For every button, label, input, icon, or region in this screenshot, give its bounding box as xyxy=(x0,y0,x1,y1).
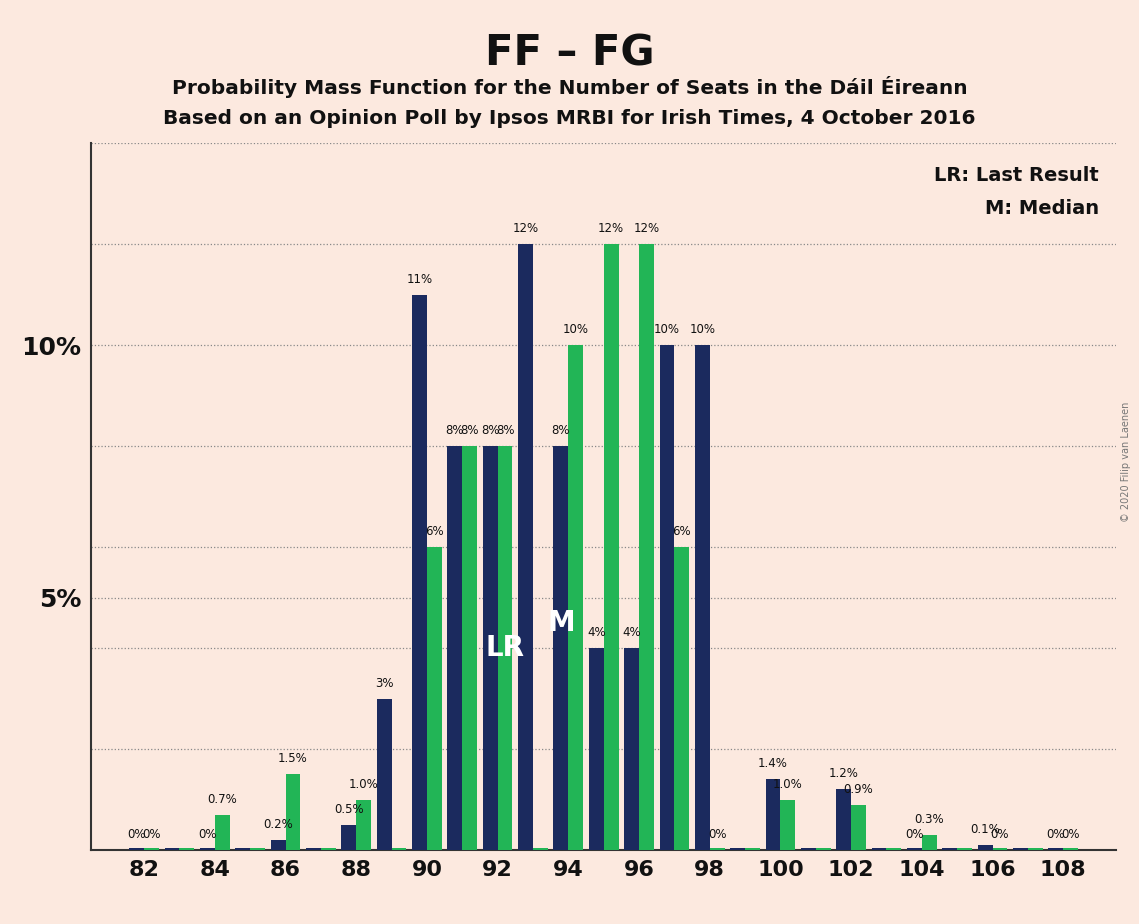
Text: 3%: 3% xyxy=(375,676,393,689)
Text: 0%: 0% xyxy=(128,828,146,841)
Bar xyxy=(589,648,604,850)
Text: 12%: 12% xyxy=(513,222,539,235)
Text: 0.1%: 0.1% xyxy=(970,823,1000,836)
Bar xyxy=(907,848,921,850)
Bar xyxy=(1048,848,1063,850)
Text: LR: Last Result: LR: Last Result xyxy=(934,166,1099,186)
Bar xyxy=(604,244,618,850)
Text: © 2020 Filip van Laenen: © 2020 Filip van Laenen xyxy=(1121,402,1131,522)
Text: 0.2%: 0.2% xyxy=(263,818,293,831)
Text: 8%: 8% xyxy=(551,424,571,437)
Text: 10%: 10% xyxy=(563,323,589,336)
Text: 8%: 8% xyxy=(460,424,480,437)
Bar xyxy=(957,848,972,850)
Text: 8%: 8% xyxy=(495,424,515,437)
Bar xyxy=(886,848,901,850)
Bar xyxy=(483,446,498,850)
Bar xyxy=(851,805,866,850)
Bar xyxy=(992,848,1007,850)
Text: 0%: 0% xyxy=(707,828,727,841)
Bar xyxy=(1063,848,1077,850)
Bar xyxy=(533,848,548,850)
Text: 11%: 11% xyxy=(407,273,433,286)
Text: 0.9%: 0.9% xyxy=(844,783,874,796)
Bar xyxy=(921,835,936,850)
Bar xyxy=(942,848,957,850)
Text: FF – FG: FF – FG xyxy=(485,32,654,74)
Bar xyxy=(286,774,301,850)
Bar xyxy=(801,848,816,850)
Text: 0%: 0% xyxy=(1047,828,1065,841)
Text: 1.0%: 1.0% xyxy=(773,777,803,791)
Text: 0%: 0% xyxy=(906,828,924,841)
Bar xyxy=(977,845,992,850)
Text: 4%: 4% xyxy=(622,626,641,639)
Bar xyxy=(498,446,513,850)
Bar xyxy=(200,848,215,850)
Bar xyxy=(836,789,851,850)
Bar xyxy=(518,244,533,850)
Text: 6%: 6% xyxy=(672,525,691,538)
Bar xyxy=(710,848,724,850)
Bar xyxy=(271,840,286,850)
Text: 1.2%: 1.2% xyxy=(829,768,859,781)
Bar xyxy=(462,446,477,850)
Text: 4%: 4% xyxy=(587,626,606,639)
Bar xyxy=(412,295,427,850)
Text: LR: LR xyxy=(485,634,525,663)
Text: 0%: 0% xyxy=(198,828,216,841)
Text: M: Median: M: Median xyxy=(985,199,1099,218)
Bar xyxy=(215,815,230,850)
Bar xyxy=(730,848,745,850)
Bar xyxy=(251,848,265,850)
Bar xyxy=(180,848,195,850)
Bar xyxy=(745,848,760,850)
Bar xyxy=(392,848,407,850)
Bar xyxy=(1013,848,1027,850)
Text: Probability Mass Function for the Number of Seats in the Dáil Éireann: Probability Mass Function for the Number… xyxy=(172,76,967,98)
Bar xyxy=(871,848,886,850)
Text: 0.3%: 0.3% xyxy=(915,813,944,826)
Text: 1.4%: 1.4% xyxy=(759,758,788,771)
Bar xyxy=(554,446,568,850)
Text: 0%: 0% xyxy=(142,828,161,841)
Bar xyxy=(639,244,654,850)
Text: 1.5%: 1.5% xyxy=(278,752,308,765)
Bar xyxy=(780,799,795,850)
Bar xyxy=(695,346,710,850)
Bar xyxy=(236,848,251,850)
Text: 0%: 0% xyxy=(991,828,1009,841)
Bar xyxy=(427,547,442,850)
Text: 0.5%: 0.5% xyxy=(334,803,363,816)
Text: 10%: 10% xyxy=(689,323,715,336)
Text: 1.0%: 1.0% xyxy=(349,777,378,791)
Text: 12%: 12% xyxy=(633,222,659,235)
Text: M: M xyxy=(547,609,575,637)
Bar xyxy=(674,547,689,850)
Text: 8%: 8% xyxy=(445,424,464,437)
Bar xyxy=(448,446,462,850)
Bar xyxy=(145,848,159,850)
Bar xyxy=(165,848,180,850)
Bar xyxy=(357,799,371,850)
Text: 12%: 12% xyxy=(598,222,624,235)
Text: 6%: 6% xyxy=(425,525,444,538)
Bar xyxy=(659,346,674,850)
Bar xyxy=(377,699,392,850)
Bar xyxy=(306,848,321,850)
Text: 0%: 0% xyxy=(1062,828,1080,841)
Bar xyxy=(342,825,357,850)
Bar xyxy=(765,780,780,850)
Bar xyxy=(130,848,145,850)
Bar xyxy=(816,848,830,850)
Text: 0.7%: 0.7% xyxy=(207,793,237,806)
Text: Based on an Opinion Poll by Ipsos MRBI for Irish Times, 4 October 2016: Based on an Opinion Poll by Ipsos MRBI f… xyxy=(163,109,976,128)
Bar xyxy=(1027,848,1042,850)
Bar xyxy=(624,648,639,850)
Bar xyxy=(321,848,336,850)
Bar xyxy=(568,346,583,850)
Text: 8%: 8% xyxy=(481,424,500,437)
Text: 10%: 10% xyxy=(654,323,680,336)
